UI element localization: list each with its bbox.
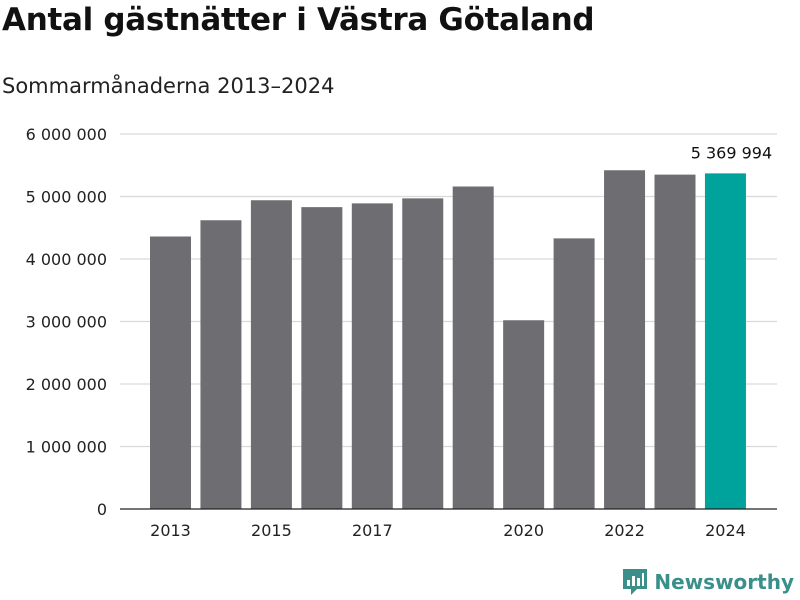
chart-title: Antal gästnätter i Västra Götaland <box>2 2 595 38</box>
x-tick-label: 2022 <box>604 521 645 540</box>
x-tick-label: 2024 <box>705 521 746 540</box>
bar <box>351 203 393 509</box>
bar <box>452 186 494 509</box>
newsworthy-logo-icon <box>623 569 648 595</box>
bar <box>301 207 343 509</box>
x-tick-label: 2020 <box>503 521 544 540</box>
y-axis-tick-labels: 0 1 000 000 2 000 000 3 000 000 4 000 000 5 0… <box>26 125 107 519</box>
newsworthy-brand: Newsworthy <box>622 568 794 596</box>
y-tick-label: 4 000 000 <box>26 250 107 269</box>
brand-name: Newsworthy <box>654 570 794 594</box>
y-tick-label: 6 000 000 <box>26 125 107 144</box>
bar <box>553 238 595 509</box>
bar <box>654 174 696 509</box>
y-tick-label: 3 000 000 <box>26 313 107 332</box>
bar <box>250 200 292 509</box>
chart-subtitle: Sommarmånaderna 2013–2024 <box>2 74 335 98</box>
y-tick-label: 0 <box>97 500 107 519</box>
data-label: 5 369 994 <box>691 143 772 162</box>
y-tick-label: 1 000 000 <box>26 438 107 457</box>
x-axis-tick-labels: 2013 2015 2017 2020 2022 2024 <box>150 521 746 540</box>
data-labels: 5 369 994 <box>691 143 772 162</box>
bar <box>503 320 545 509</box>
bar <box>200 220 242 509</box>
bar <box>704 173 746 510</box>
x-tick-label: 2015 <box>251 521 292 540</box>
y-tick-label: 2 000 000 <box>26 375 107 394</box>
bar <box>150 236 191 509</box>
bar <box>402 198 444 509</box>
bar <box>604 170 646 509</box>
bars <box>150 170 746 510</box>
y-tick-label: 5 000 000 <box>26 188 107 207</box>
x-tick-label: 2013 <box>150 521 191 540</box>
x-tick-label: 2017 <box>352 521 393 540</box>
